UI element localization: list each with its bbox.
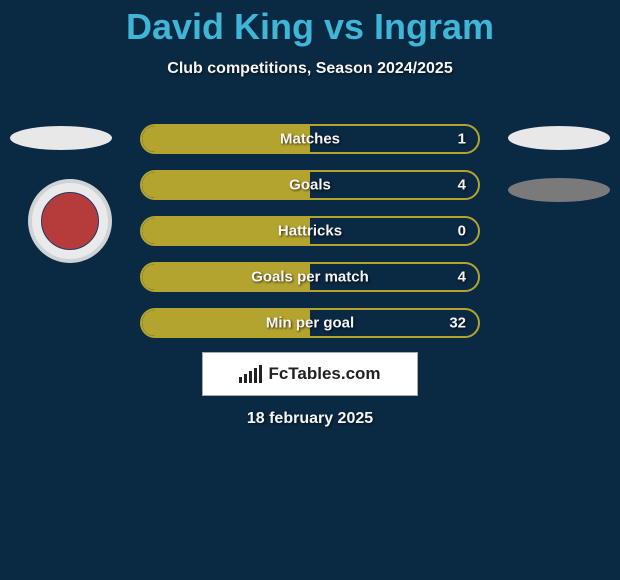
date-text: 18 february 2025: [0, 410, 620, 428]
right-player-placeholder-1: [508, 126, 610, 150]
club-badge: [28, 179, 112, 263]
page-title: David King vs Ingram: [0, 0, 620, 48]
stat-row: Goals per match4: [140, 262, 480, 292]
footer-brand-box[interactable]: FcTables.com: [202, 352, 418, 396]
stat-value: 1: [458, 131, 466, 148]
stat-fill: [142, 264, 310, 290]
stat-row: Min per goal32: [140, 308, 480, 338]
stats-container: Matches1 Goals4 Hattricks0 Goals per match4…: [140, 124, 480, 354]
footer-brand-text: FcTables.com: [268, 364, 380, 384]
stat-fill: [142, 126, 310, 152]
stat-value: 0: [458, 223, 466, 240]
club-badge-inner: [39, 190, 101, 252]
bar-icon-segment: [254, 368, 257, 383]
bar-icon-segment: [259, 365, 262, 383]
stat-fill: [142, 310, 310, 336]
left-player-placeholder: [10, 126, 112, 150]
bars-icon: [239, 365, 262, 383]
bar-icon-segment: [249, 371, 252, 383]
stat-value: 4: [458, 269, 466, 286]
stat-value: 4: [458, 177, 466, 194]
page-subtitle: Club competitions, Season 2024/2025: [0, 60, 620, 78]
right-player-placeholder-2: [508, 178, 610, 202]
stat-value: 32: [449, 315, 466, 332]
bar-icon-segment: [244, 374, 247, 383]
bar-icon-segment: [239, 377, 242, 383]
stat-row: Matches1: [140, 124, 480, 154]
stat-row: Goals4: [140, 170, 480, 200]
stat-fill: [142, 172, 310, 198]
stat-fill: [142, 218, 310, 244]
stat-row: Hattricks0: [140, 216, 480, 246]
